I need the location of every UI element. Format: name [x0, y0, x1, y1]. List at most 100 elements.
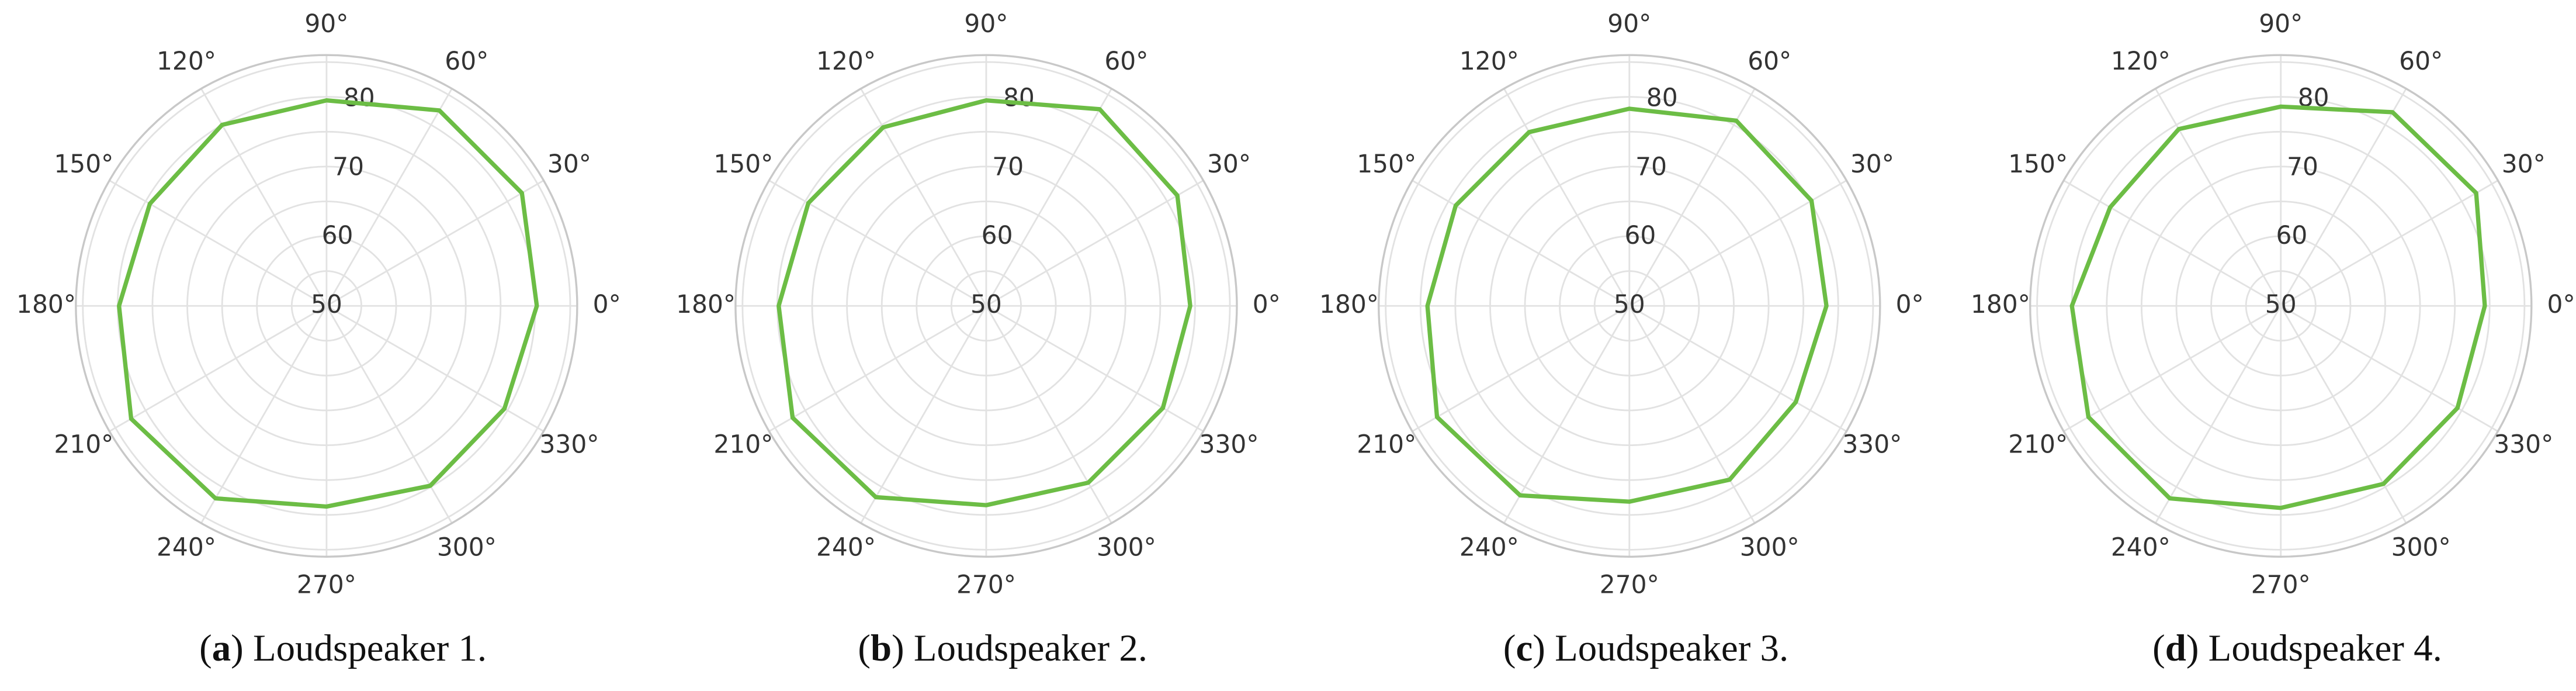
angle-tick-label: 150°	[713, 150, 773, 178]
grid-spoke	[200, 305, 328, 524]
angle-tick-label: 120°	[1459, 47, 1519, 75]
grid-spoke	[985, 305, 1112, 524]
angle-tick-label: 60°	[1748, 47, 1791, 75]
angle-tick-label: 270°	[297, 571, 356, 599]
angle-tick-label: 330°	[1199, 430, 1259, 459]
angle-tick-label: 60°	[1104, 47, 1148, 75]
caption: (b) Loudspeaker 2.	[858, 627, 1147, 669]
angle-tick-label: 180°	[1319, 290, 1379, 319]
grid-spoke	[2280, 88, 2407, 306]
radial-tick-label: 80	[1646, 84, 1678, 112]
caption-text: ) Loudspeaker 3.	[1533, 627, 1788, 669]
grid-spoke	[1628, 88, 1756, 306]
radial-tick-label: 80	[1003, 84, 1035, 112]
angle-tick-label: 330°	[2494, 430, 2553, 459]
grid-spoke	[2280, 305, 2499, 433]
grid-spoke	[860, 305, 987, 524]
angle-tick-label: 150°	[1357, 150, 1416, 178]
angle-tick-label: 120°	[816, 47, 876, 75]
angle-tick-label: 300°	[1740, 533, 1800, 561]
radial-tick-label: 80	[344, 84, 375, 112]
outer-frame	[2029, 54, 2533, 558]
angle-tick-label: 240°	[1459, 533, 1519, 561]
angle-tick-label: 210°	[1357, 430, 1416, 459]
grid-spoke	[1628, 305, 1756, 524]
grid-spoke	[2154, 305, 2282, 524]
caption-label: a	[212, 627, 231, 669]
grid-spoke	[2154, 88, 2282, 306]
angle-tick-label: 30°	[547, 150, 591, 178]
outer-frame	[1378, 54, 1881, 558]
polar-chart: 0° 30° 60° 90° 120° 150° 180° 210° 240° 270° 300° 3…	[1319, 9, 1924, 669]
angle-tick-label: 0°	[1896, 290, 1924, 319]
grid-spoke	[2063, 305, 2282, 433]
radial-tick-label: 70	[332, 152, 364, 181]
caption-open: (	[199, 627, 212, 669]
angle-tick-label: 180°	[16, 290, 76, 319]
grid-spoke	[325, 305, 453, 524]
radial-tick-label: 50	[311, 290, 342, 319]
angle-tick-label: 0°	[1253, 290, 1281, 319]
grid-spoke	[1629, 305, 1847, 433]
data-line	[776, 98, 1192, 507]
angle-tick-label: 240°	[816, 533, 876, 561]
angle-tick-label: 180°	[676, 290, 736, 319]
grid-spoke	[109, 305, 327, 433]
grid-spoke	[1503, 88, 1631, 306]
angle-tick-label: 90°	[2259, 9, 2303, 38]
radial-tick-label: 60	[322, 221, 353, 250]
angle-tick-label: 30°	[2502, 150, 2546, 178]
caption-label: c	[1516, 627, 1533, 669]
radial-tick-label: 50	[1614, 290, 1645, 319]
grid-spoke	[1629, 179, 1847, 307]
data-line	[2069, 104, 2487, 510]
caption-open: (	[2152, 627, 2165, 669]
angle-tick-label: 210°	[2008, 430, 2068, 459]
grid-spoke	[2063, 179, 2282, 307]
radial-tick-label: 50	[2265, 290, 2297, 319]
radial-tick-label: 50	[970, 290, 1002, 319]
radial-tick-label: 70	[2287, 152, 2318, 181]
angle-tick-label: 60°	[445, 47, 488, 75]
angle-tick-label: 240°	[2111, 533, 2171, 561]
grid-spoke	[986, 179, 1204, 307]
angle-tick-label: 180°	[1971, 290, 2030, 319]
angle-tick-label: 270°	[2251, 571, 2311, 599]
grid-spoke	[1503, 305, 1631, 524]
caption: (a) Loudspeaker 1.	[199, 627, 487, 669]
outer-frame	[734, 54, 1238, 558]
angle-tick-label: 30°	[1850, 150, 1894, 178]
angle-tick-label: 330°	[1842, 430, 1902, 459]
caption-label: b	[871, 627, 892, 669]
grid-spoke	[109, 179, 327, 307]
radial-tick-label: 70	[1635, 152, 1667, 181]
grid-spoke	[325, 88, 453, 306]
angle-tick-label: 300°	[1097, 533, 1156, 561]
data-line	[117, 98, 539, 509]
grid-spoke	[1412, 179, 1630, 307]
grid-spoke	[200, 88, 328, 306]
angle-tick-label: 330°	[539, 430, 599, 459]
polar-chart: 0° 30° 60° 90° 120° 150° 180° 210° 240° 270° 300° 3…	[16, 9, 621, 669]
grid-spoke	[326, 305, 545, 433]
grid-spoke	[2280, 179, 2499, 307]
caption-label: d	[2165, 627, 2186, 669]
angle-tick-label: 30°	[1207, 150, 1251, 178]
radial-tick-label: 60	[982, 221, 1013, 250]
caption-text: ) Loudspeaker 2.	[892, 627, 1147, 669]
angle-tick-label: 90°	[304, 9, 348, 38]
angle-tick-label: 300°	[2391, 533, 2451, 561]
outer-frame	[75, 54, 578, 558]
angle-tick-label: 270°	[956, 571, 1016, 599]
polar-chart: 0° 30° 60° 90° 120° 150° 180° 210° 240° 270° 300° 3…	[676, 9, 1281, 669]
grid-spoke	[1412, 305, 1630, 433]
angle-tick-label: 150°	[54, 150, 113, 178]
grid-spoke	[2280, 305, 2407, 524]
angle-tick-label: 120°	[2111, 47, 2171, 75]
polar-chart: 0° 30° 60° 90° 120° 150° 180° 210° 240° 270° 300° 3…	[1971, 9, 2575, 669]
data-line	[1425, 106, 1829, 504]
angle-tick-label: 0°	[593, 290, 621, 319]
caption-open: (	[1503, 627, 1516, 669]
angle-tick-label: 150°	[2008, 150, 2068, 178]
caption-text: ) Loudspeaker 1.	[231, 627, 487, 669]
